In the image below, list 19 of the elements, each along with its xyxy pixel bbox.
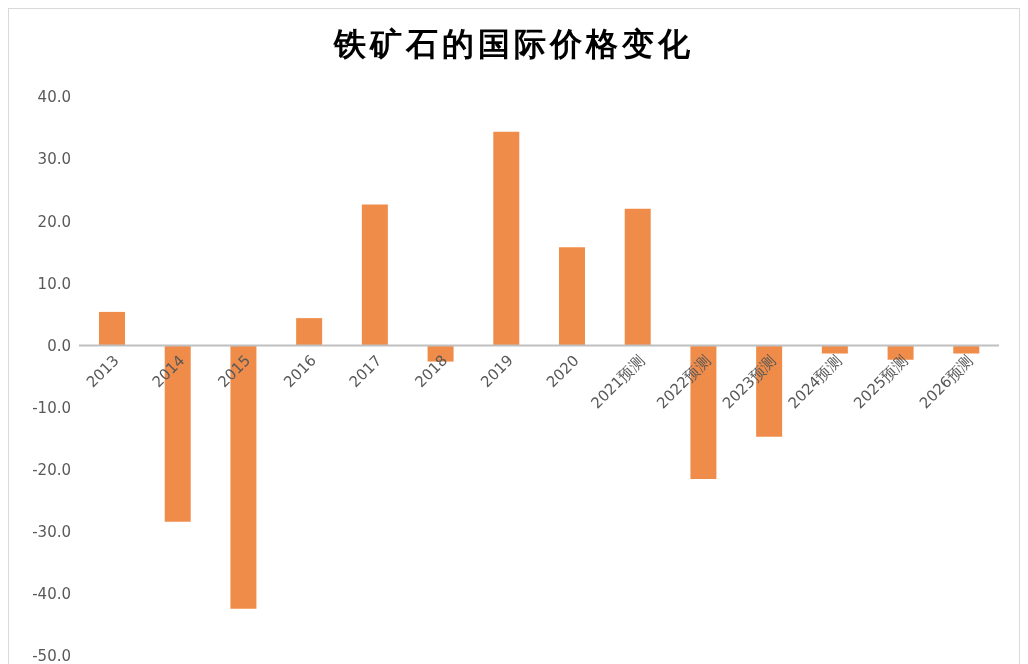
bar [624, 208, 651, 346]
chart-title: 铁矿石的国际价格变化 [332, 24, 695, 65]
y-tick-label: 10.0 [37, 274, 71, 293]
y-tick-label: 20.0 [37, 212, 71, 231]
y-tick-label: -50.0 [32, 647, 71, 664]
bar [99, 311, 125, 346]
y-tick-label: 0.0 [47, 336, 71, 355]
bar [821, 345, 848, 354]
y-tick-label: 40.0 [37, 88, 71, 107]
bar [361, 204, 388, 346]
y-tick-label: -40.0 [32, 585, 71, 604]
bar [493, 131, 520, 346]
y-tick-label: -20.0 [32, 460, 71, 479]
y-tick-label: -10.0 [32, 398, 71, 417]
bar [296, 318, 323, 346]
y-tick-label: -30.0 [32, 523, 71, 542]
bar [953, 345, 980, 354]
y-tick-label: 30.0 [37, 150, 71, 169]
bar [559, 247, 585, 346]
